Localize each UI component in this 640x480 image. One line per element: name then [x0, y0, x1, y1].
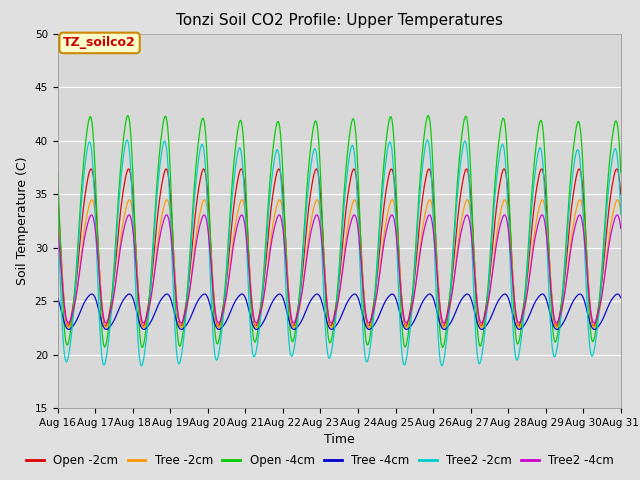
Title: Tonzi Soil CO2 Profile: Upper Temperatures: Tonzi Soil CO2 Profile: Upper Temperatur… [176, 13, 502, 28]
X-axis label: Time: Time [324, 433, 355, 446]
Text: TZ_soilco2: TZ_soilco2 [63, 36, 136, 49]
Y-axis label: Soil Temperature (C): Soil Temperature (C) [16, 156, 29, 285]
Legend: Open -2cm, Tree -2cm, Open -4cm, Tree -4cm, Tree2 -2cm, Tree2 -4cm: Open -2cm, Tree -2cm, Open -4cm, Tree -4… [21, 449, 619, 472]
